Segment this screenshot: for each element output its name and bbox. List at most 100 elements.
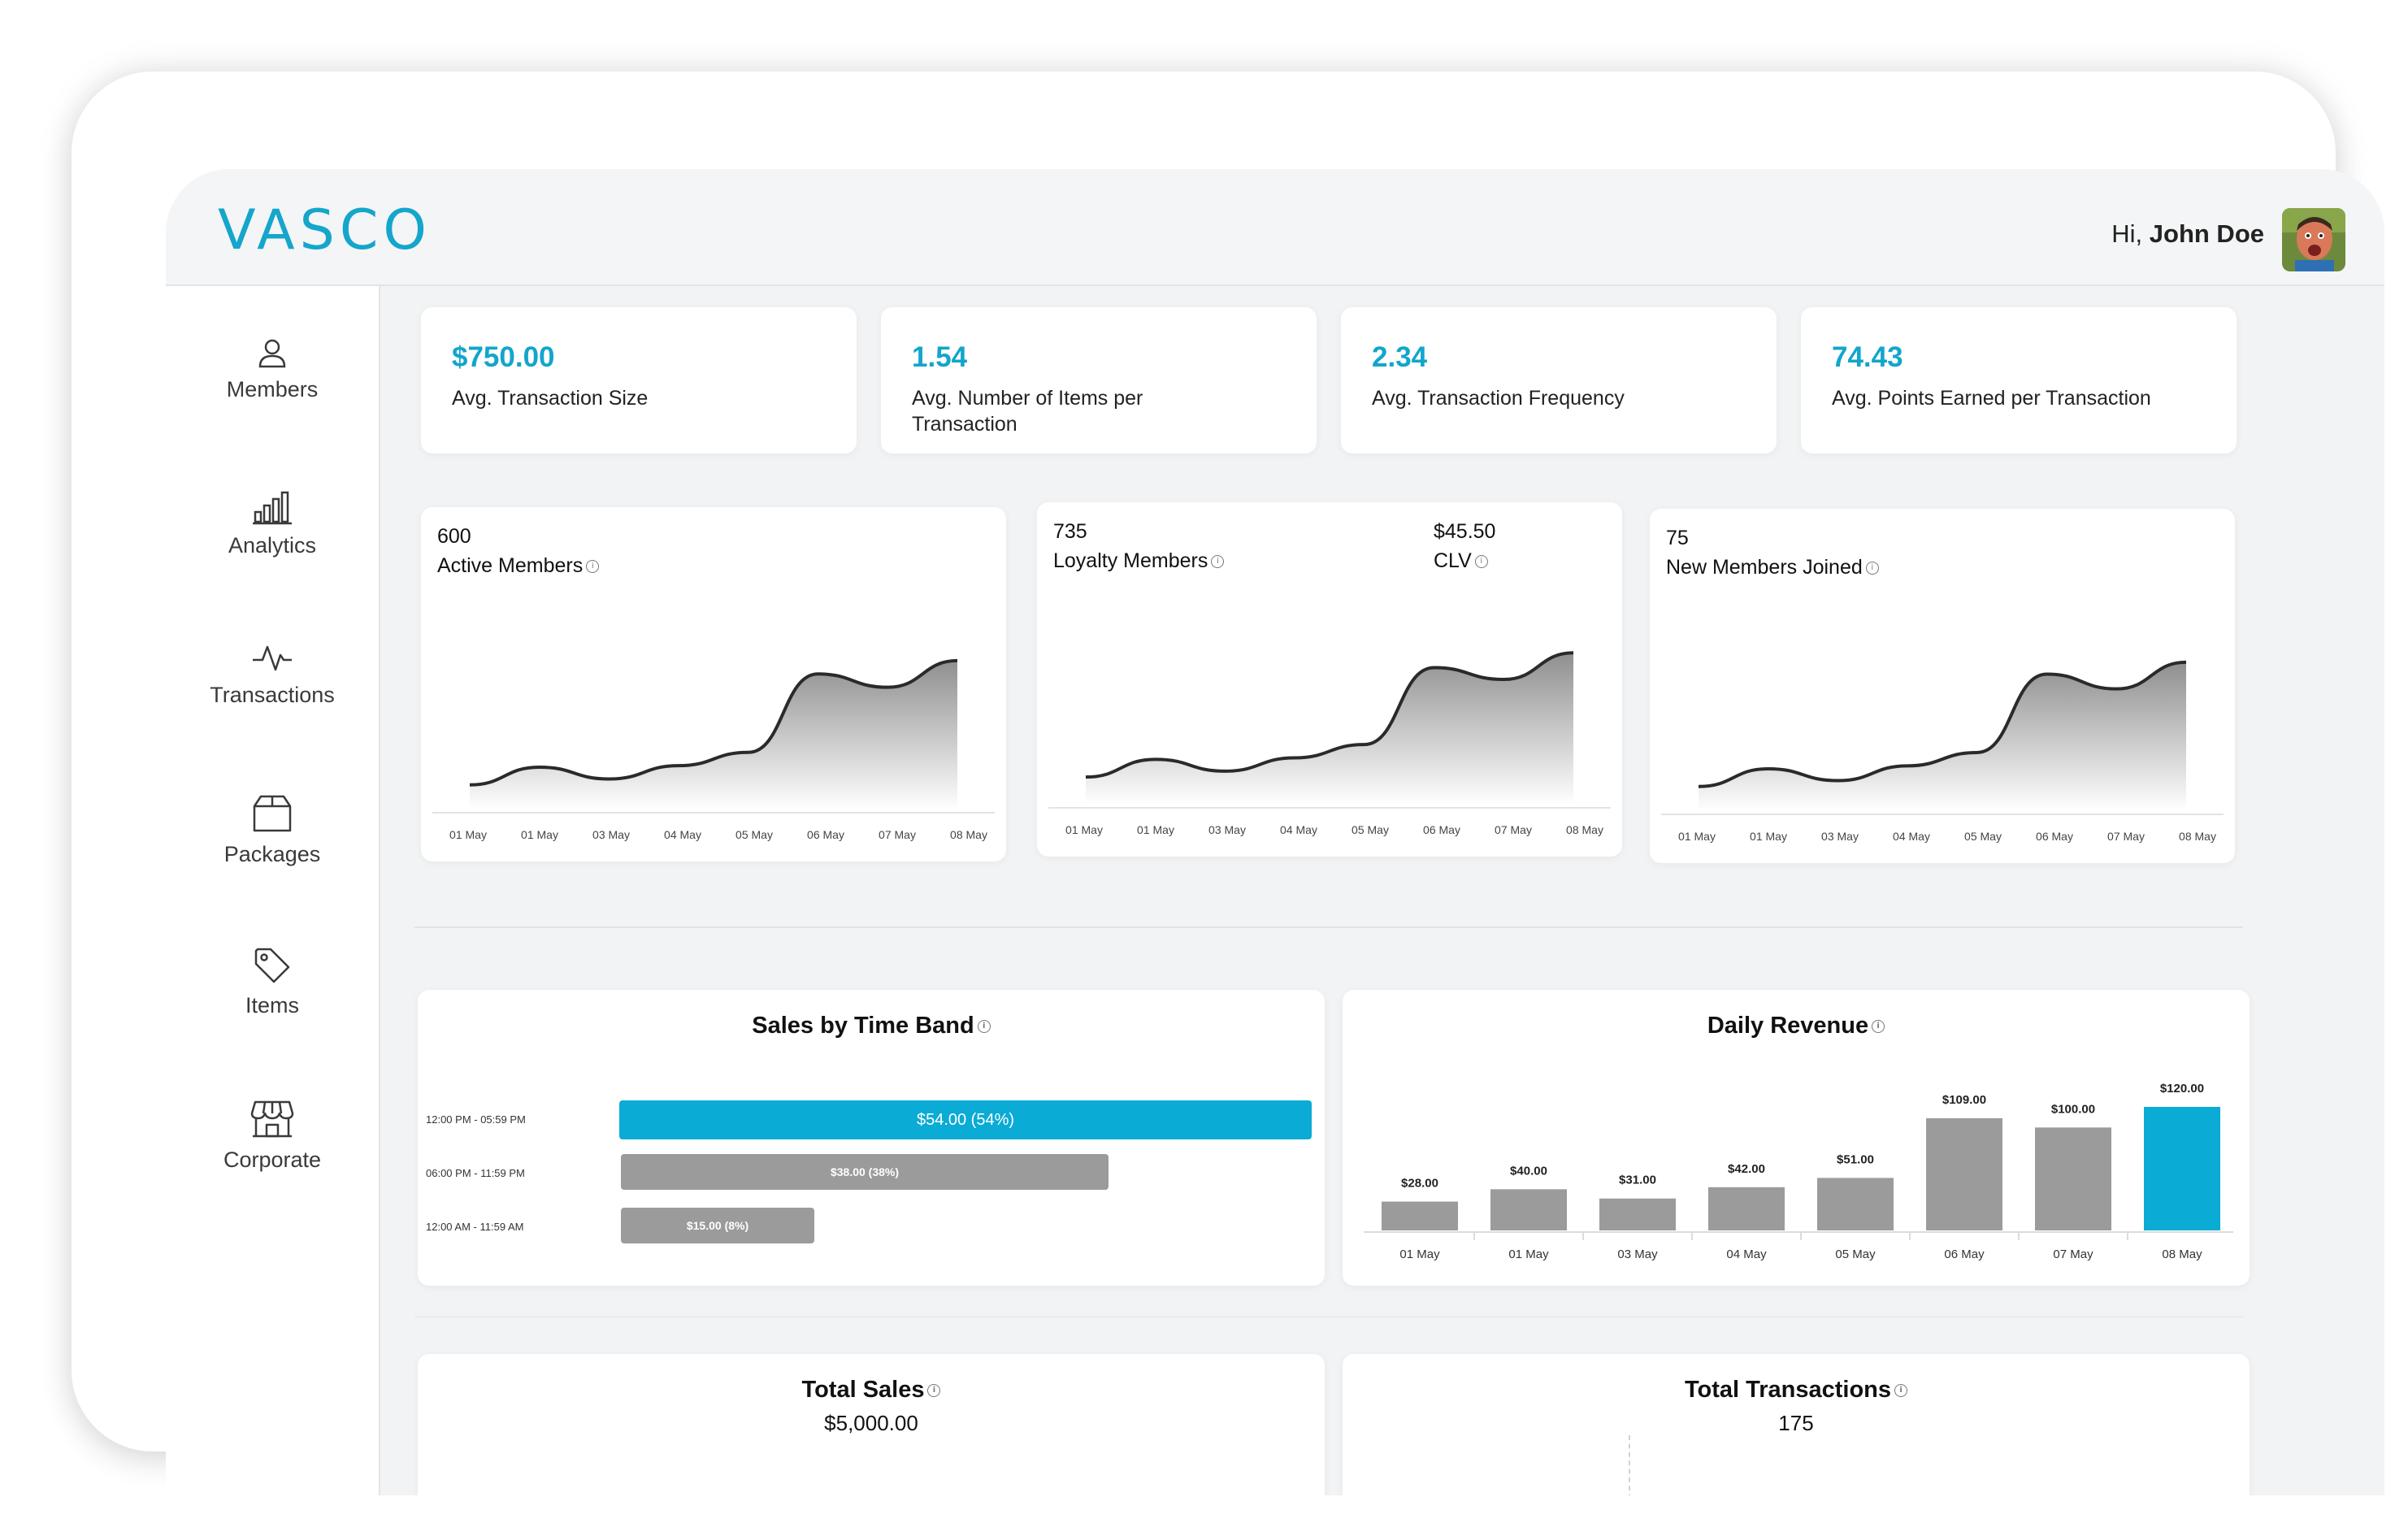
- series-line: [469, 658, 958, 787]
- daily-revenue-chart: $28.00 01 May $40.00 01 May $31.00 03 May $42.…: [1364, 1082, 2233, 1261]
- kpi-value: 2.34: [1372, 341, 1428, 373]
- sidebar-item-corporate[interactable]: Corporate: [166, 1099, 379, 1196]
- bar-value-label: $31.00: [1619, 1174, 1656, 1187]
- time-band-label: 12:00 PM - 05:59 PM: [426, 1113, 526, 1126]
- kpi-label: Avg. Points Earned per Transaction: [1832, 387, 2151, 410]
- time-band-bar[interactable]: $54.00 (54%): [619, 1100, 1312, 1139]
- clv-value: $45.50: [1434, 520, 1496, 543]
- x-tick-label: 03 May: [592, 828, 630, 841]
- section-divider: [414, 926, 2243, 928]
- device-frame: VASCO Hi, John Doe: [72, 72, 2384, 1495]
- metric-value: 75: [1666, 527, 1689, 549]
- kpi-card-items-per-transaction[interactable]: 1.54 Avg. Number of Items per Transactio…: [881, 307, 1317, 453]
- revenue-bar[interactable]: [2144, 1107, 2220, 1230]
- metric-label-text: Active Members: [437, 554, 584, 577]
- info-icon[interactable]: i: [1894, 1384, 1908, 1398]
- revenue-bar[interactable]: [1708, 1187, 1785, 1230]
- panel-title: Total Sales i: [418, 1377, 1325, 1404]
- sidebar-item-label: Packages: [223, 842, 321, 866]
- x-tick-label: 04 May: [1893, 830, 1930, 843]
- kpi-card-transaction-frequency[interactable]: 2.34 Avg. Transaction Frequency: [1341, 307, 1777, 453]
- x-tick-label: 08 May: [950, 828, 987, 841]
- metric-label-text: Loyalty Members: [1053, 549, 1208, 572]
- revenue-bar[interactable]: [2035, 1127, 2111, 1230]
- revenue-bar[interactable]: [1490, 1189, 1567, 1230]
- info-icon[interactable]: i: [1872, 1020, 1885, 1034]
- info-icon[interactable]: i: [977, 1020, 991, 1034]
- sales-by-time-band-card[interactable]: Sales by Time Band i 12:00 PM - 05:59 PM $…: [418, 990, 1325, 1286]
- metric-label: Loyalty Members i: [1053, 549, 1225, 573]
- sidebar-item-label: Corporate: [223, 1148, 322, 1172]
- greeting-prefix: Hi,: [2111, 219, 2150, 248]
- sidebar-item-transactions[interactable]: Transactions: [166, 642, 379, 740]
- kpi-value: 74.43: [1832, 341, 1903, 373]
- info-icon[interactable]: i: [927, 1384, 941, 1398]
- kpi-card-transaction-size[interactable]: $750.00 Avg. Transaction Size: [421, 307, 857, 453]
- kpi-card-points-per-transaction[interactable]: 74.43 Avg. Points Earned per Transaction: [1801, 307, 2237, 453]
- x-tick-label: 01 May: [521, 828, 558, 841]
- revenue-bar[interactable]: [1599, 1198, 1676, 1230]
- main-content: $750.00 Avg. Transaction Size 1.54 Avg. …: [380, 286, 2384, 1495]
- vasco-logo[interactable]: VASCO: [218, 198, 432, 263]
- x-tick-label: 03 May: [1208, 823, 1246, 836]
- box-icon: [253, 795, 292, 832]
- panel-title: Daily Revenue i: [1343, 1013, 2250, 1039]
- user-greeting: Hi, John Doe: [2111, 219, 2264, 249]
- sidebar-item-packages[interactable]: Packages: [166, 793, 379, 891]
- metric-label: Active Members i: [437, 554, 600, 578]
- pulse-icon: [253, 645, 292, 671]
- bar-chart-icon: [253, 491, 292, 525]
- time-band-row: 06:00 PM - 11:59 PM $38.00 (38%): [418, 1154, 1330, 1195]
- info-icon[interactable]: i: [586, 560, 600, 574]
- store-icon: [250, 1100, 294, 1138]
- x-tick-label: 07 May: [2053, 1247, 2093, 1261]
- info-icon[interactable]: i: [1474, 555, 1488, 569]
- bar-value-label: $109.00: [1942, 1093, 1986, 1107]
- total-transactions-card[interactable]: Total Transactions i 175: [1343, 1354, 2250, 1495]
- app-screen: VASCO Hi, John Doe: [166, 169, 2384, 1495]
- x-tick-label: 05 May: [1835, 1247, 1876, 1261]
- chart-gridline: [1629, 1435, 1630, 1495]
- panel-title: Sales by Time Band i: [418, 1013, 1325, 1039]
- panel-title-text: Total Sales: [801, 1377, 925, 1403]
- total-sales-card[interactable]: Total Sales i $5,000.00: [418, 1354, 1325, 1495]
- new-members-chart: 01 May 01 May 03 May 04 May 05 May 06 May 07 M…: [1661, 660, 2224, 843]
- info-icon[interactable]: i: [1211, 555, 1225, 569]
- sidebar-item-items[interactable]: Items: [166, 946, 379, 1044]
- info-icon[interactable]: i: [1865, 562, 1879, 575]
- x-tick-label: 08 May: [2162, 1247, 2202, 1261]
- active-members-card[interactable]: 600 Active Members i 01 May 01 May 03 May 04…: [421, 507, 1006, 861]
- new-members-card[interactable]: 75 New Members Joined i 01 May 01 May 03 Ma…: [1650, 509, 2235, 863]
- bar-value-label: $120.00: [2160, 1082, 2204, 1096]
- clv-label-text: CLV: [1434, 549, 1472, 572]
- daily-revenue-card[interactable]: Daily Revenue i $28.00 01 May $40.00 01 May $…: [1343, 990, 2250, 1286]
- x-tick-label: 04 May: [664, 828, 701, 841]
- x-tick-label: 06 May: [807, 828, 844, 841]
- revenue-bar[interactable]: [1382, 1201, 1458, 1230]
- sidebar-item-label: Analytics: [228, 533, 317, 558]
- sidebar-item-members[interactable]: Members: [166, 336, 379, 434]
- revenue-bar[interactable]: [1817, 1178, 1894, 1230]
- sidebar-item-label: Transactions: [210, 683, 335, 707]
- bar-value-label: $28.00: [1401, 1177, 1438, 1191]
- kpi-label: Avg. Transaction Frequency: [1372, 387, 1625, 410]
- panel-title-text: Daily Revenue: [1707, 1013, 1869, 1039]
- time-band-label: 12:00 AM - 11:59 AM: [426, 1221, 524, 1233]
- series-line: [1085, 651, 1574, 779]
- total-sales-value: $5,000.00: [824, 1411, 918, 1435]
- x-tick-label: 05 May: [1352, 823, 1389, 836]
- kpi-value: $750.00: [452, 341, 555, 373]
- time-band-bar[interactable]: $15.00 (8%): [621, 1208, 814, 1243]
- avatar[interactable]: [2282, 208, 2345, 271]
- time-band-row: 12:00 AM - 11:59 AM $15.00 (8%): [418, 1208, 1330, 1248]
- metric-value: 735: [1053, 520, 1087, 543]
- revenue-bar[interactable]: [1926, 1117, 2002, 1230]
- x-tick-label: 01 May: [449, 828, 487, 841]
- sidebar-item-analytics[interactable]: Analytics: [166, 489, 379, 587]
- x-tick-label: 05 May: [1964, 830, 2002, 843]
- loyalty-members-card[interactable]: 735 Loyalty Members i $45.50 CLV i 01 May 0…: [1037, 502, 1622, 857]
- time-band-bar[interactable]: $38.00 (38%): [621, 1154, 1109, 1190]
- x-tick-label: 07 May: [879, 828, 916, 841]
- metric-label-text: New Members Joined: [1666, 556, 1863, 579]
- x-tick-label: 06 May: [1944, 1247, 1985, 1261]
